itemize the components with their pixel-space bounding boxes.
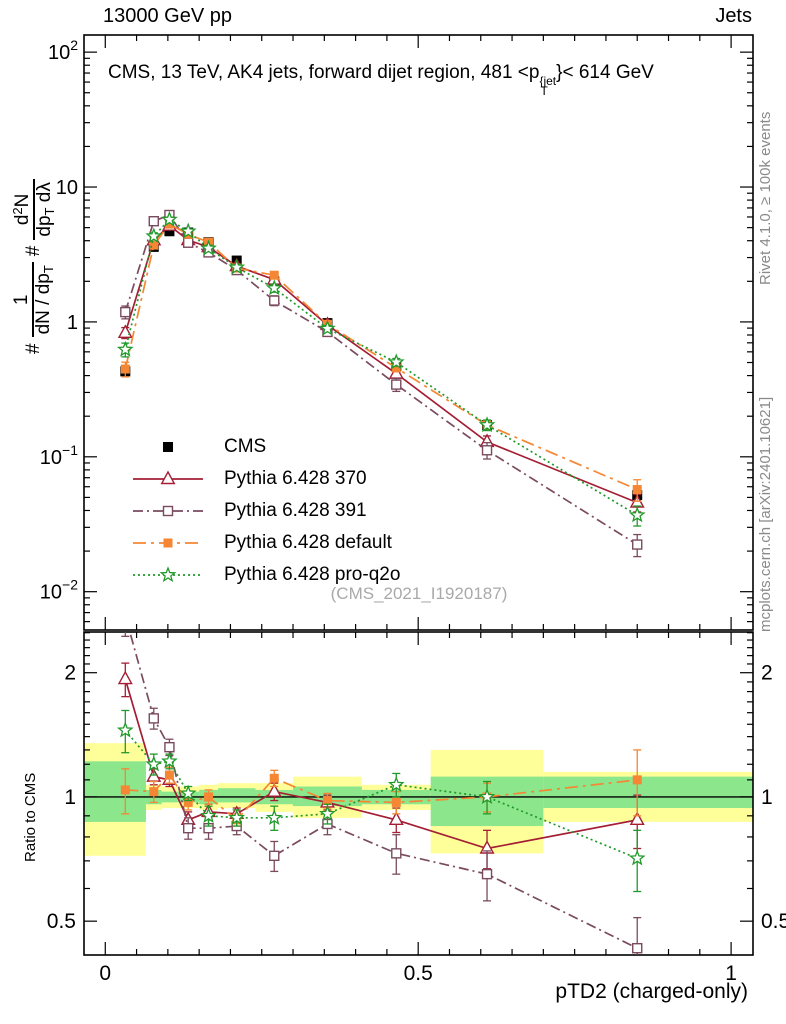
svg-text:1: 1 bbox=[725, 962, 737, 985]
hash-symbol: # bbox=[23, 343, 44, 354]
svg-text:102: 102 bbox=[48, 37, 78, 64]
fraction-numerator: d2N bbox=[10, 193, 34, 226]
fraction-denominator: dN / dpT bbox=[32, 262, 56, 338]
svg-text:0.5: 0.5 bbox=[47, 910, 76, 933]
plot-title-main: CMS, 13 TeV, AK4 jets, forward dijet reg… bbox=[108, 62, 540, 83]
legend-item-cms: CMS bbox=[128, 431, 400, 463]
pt-jet-superscript: {jet bbox=[539, 73, 557, 88]
pythia-370-line-icon bbox=[133, 470, 203, 485]
pythia-391-line-icon bbox=[133, 505, 203, 517]
svg-text:2: 2 bbox=[761, 662, 773, 685]
main-y-axis-label: # 1 dN / dpT # d2N dpT dλ bbox=[4, 22, 64, 354]
svg-text:1: 1 bbox=[67, 312, 78, 334]
svg-text:1: 1 bbox=[64, 786, 76, 809]
ratio-y-axis-label: Ratio to CMS bbox=[22, 772, 39, 862]
svg-text:0: 0 bbox=[99, 962, 111, 985]
plot-title: CMS, 13 TeV, AK4 jets, forward dijet reg… bbox=[108, 62, 756, 97]
svg-text:2: 2 bbox=[64, 662, 76, 685]
pt-jet-notation: {jet T bbox=[539, 73, 557, 99]
svg-text:10: 10 bbox=[56, 177, 78, 199]
svg-text:10−1: 10−1 bbox=[40, 442, 78, 469]
pythia-default-line-icon bbox=[133, 538, 203, 548]
differential-fraction: d2N dpT dλ bbox=[10, 179, 57, 240]
mcplots-attribution-note: mcplots.cern.ch [arXiv:2401.10621] bbox=[757, 396, 774, 632]
legend-item-pythia-391: Pythia 6.428 391 bbox=[128, 495, 400, 527]
legend-label: Pythia 6.428 391 bbox=[224, 500, 367, 521]
fraction-numerator: 1 bbox=[11, 294, 33, 306]
svg-text:10−2: 10−2 bbox=[40, 577, 78, 604]
analysis-group-label: Jets bbox=[715, 5, 752, 27]
legend-label: Pythia 6.428 370 bbox=[224, 468, 367, 489]
legend-label: Pythia 6.428 default bbox=[224, 532, 392, 553]
legend: CMS Pythia 6.428 370 Pythia 6.428 391 Py… bbox=[128, 431, 400, 591]
legend-label: Pythia 6.428 pro-q2o bbox=[224, 564, 401, 585]
per-jet-fraction: 1 dN / dpT bbox=[11, 262, 56, 338]
legend-item-pythia-pro-q2o: Pythia 6.428 pro-q2o bbox=[128, 559, 400, 591]
plot-title-tail: }< 614 GeV bbox=[556, 62, 654, 83]
svg-text:0.5: 0.5 bbox=[761, 910, 786, 933]
x-axis-label: pTD2 (charged-only) bbox=[555, 980, 748, 1003]
legend-item-pythia-370: Pythia 6.428 370 bbox=[128, 463, 400, 495]
pt-jet-subscript: T bbox=[540, 84, 548, 99]
hash-symbol: # bbox=[23, 245, 44, 257]
beam-energy-label: 13000 GeV pp bbox=[103, 5, 232, 27]
svg-text:0.5: 0.5 bbox=[404, 962, 433, 985]
legend-label: CMS bbox=[224, 436, 267, 457]
svg-text:1: 1 bbox=[761, 786, 773, 809]
rivet-version-note: Rivet 4.1.0, ≥ 100k events bbox=[757, 111, 774, 285]
cms-marker-icon bbox=[163, 442, 173, 452]
pythia-pro-q2o-line-icon bbox=[133, 566, 203, 583]
legend-item-pythia-default: Pythia 6.428 default bbox=[128, 527, 400, 559]
analysis-id-watermark: (CMS_2021_I1920187) bbox=[330, 584, 508, 603]
fraction-denominator: dpT dλ bbox=[33, 179, 57, 240]
